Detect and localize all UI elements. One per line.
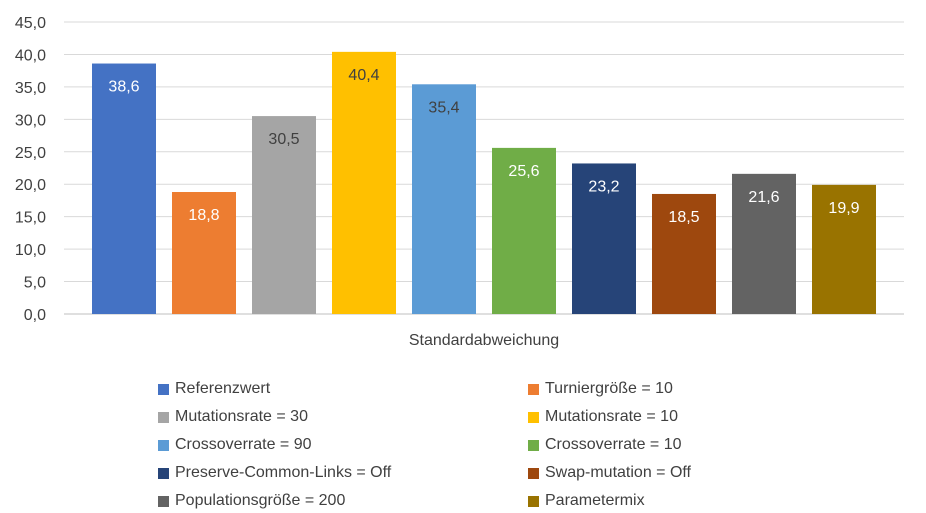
legend-swatch bbox=[158, 383, 169, 395]
y-tick-label: 10,0 bbox=[15, 242, 46, 259]
data-label: 18,8 bbox=[188, 207, 219, 224]
legend-item: Mutationsrate = 10 bbox=[528, 406, 758, 428]
y-tick-label: 15,0 bbox=[15, 210, 46, 227]
y-tick-label: 30,0 bbox=[15, 112, 46, 129]
legend-swatch bbox=[158, 439, 169, 451]
legend-item: Preserve-Common-Links = Off bbox=[158, 462, 528, 484]
legend-swatch bbox=[158, 495, 169, 507]
y-tick-label: 5,0 bbox=[24, 275, 46, 292]
bar bbox=[652, 193, 716, 314]
legend-label: Populationsgröße = 200 bbox=[175, 492, 346, 509]
bar bbox=[492, 147, 556, 314]
bar bbox=[92, 63, 156, 315]
legend-item: Crossoverrate = 90 bbox=[158, 434, 528, 456]
bar bbox=[332, 51, 396, 315]
bar bbox=[732, 173, 796, 314]
y-tick-label: 25,0 bbox=[15, 145, 46, 162]
legend-item: Turniergröße = 10 bbox=[528, 378, 758, 400]
data-label: 23,2 bbox=[588, 178, 619, 195]
data-label: 19,9 bbox=[828, 200, 859, 217]
bar bbox=[252, 116, 316, 314]
legend-label: Parametermix bbox=[545, 492, 645, 509]
bar bbox=[812, 184, 876, 314]
data-label: 35,4 bbox=[428, 99, 459, 116]
legend: Referenzwert Turniergröße = 10 Mutationsra… bbox=[158, 378, 758, 512]
legend-swatch bbox=[528, 495, 539, 507]
legend-swatch bbox=[528, 439, 539, 451]
y-axis-tick-labels: 0,0 5,0 10,0 15,0 20,0 25,0 30,0 35,0 40,0 45,0 bbox=[15, 15, 46, 324]
legend-label: Swap-mutation = Off bbox=[545, 464, 691, 481]
data-label: 25,6 bbox=[508, 163, 539, 180]
legend-item: Crossoverrate = 10 bbox=[528, 434, 758, 456]
legend-swatch bbox=[158, 411, 169, 423]
legend-item: Parametermix bbox=[528, 490, 758, 512]
y-tick-label: 40,0 bbox=[15, 47, 46, 64]
data-label: 40,4 bbox=[348, 67, 379, 84]
legend-label: Preserve-Common-Links = Off bbox=[175, 464, 392, 481]
legend-swatch bbox=[158, 467, 169, 479]
legend-item: Referenzwert bbox=[158, 378, 528, 400]
bar bbox=[572, 163, 636, 314]
bar bbox=[412, 84, 476, 314]
data-label: 21,6 bbox=[748, 189, 779, 206]
bar bbox=[172, 192, 236, 314]
legend-item: Mutationsrate = 30 bbox=[158, 406, 528, 428]
legend-label: Mutationsrate = 10 bbox=[545, 408, 678, 425]
legend-label: Referenzwert bbox=[175, 380, 271, 397]
y-tick-label: 35,0 bbox=[15, 80, 46, 97]
legend-item: Populationsgröße = 200 bbox=[158, 490, 528, 512]
legend-label: Crossoverrate = 10 bbox=[545, 436, 682, 453]
data-label: 38,6 bbox=[108, 79, 139, 96]
data-labels: 38,6 18,8 30,5 40,4 35,4 25,6 23,2 18,5 21,6 19,9 bbox=[108, 67, 859, 226]
y-tick-label: 0,0 bbox=[24, 307, 46, 324]
legend-swatch bbox=[528, 467, 539, 479]
bars bbox=[92, 51, 876, 315]
data-label: 30,5 bbox=[268, 131, 299, 148]
legend-item: Swap-mutation = Off bbox=[528, 462, 758, 484]
legend-label: Mutationsrate = 30 bbox=[175, 408, 308, 425]
legend-label: Crossoverrate = 90 bbox=[175, 436, 312, 453]
legend-swatch bbox=[528, 383, 539, 395]
x-axis-category-label: Standardabweichung bbox=[409, 332, 559, 349]
legend-swatch bbox=[528, 411, 539, 423]
data-label: 18,5 bbox=[668, 209, 699, 226]
legend-label: Turniergröße = 10 bbox=[545, 380, 673, 397]
y-tick-label: 45,0 bbox=[15, 15, 46, 32]
y-tick-label: 20,0 bbox=[15, 177, 46, 194]
